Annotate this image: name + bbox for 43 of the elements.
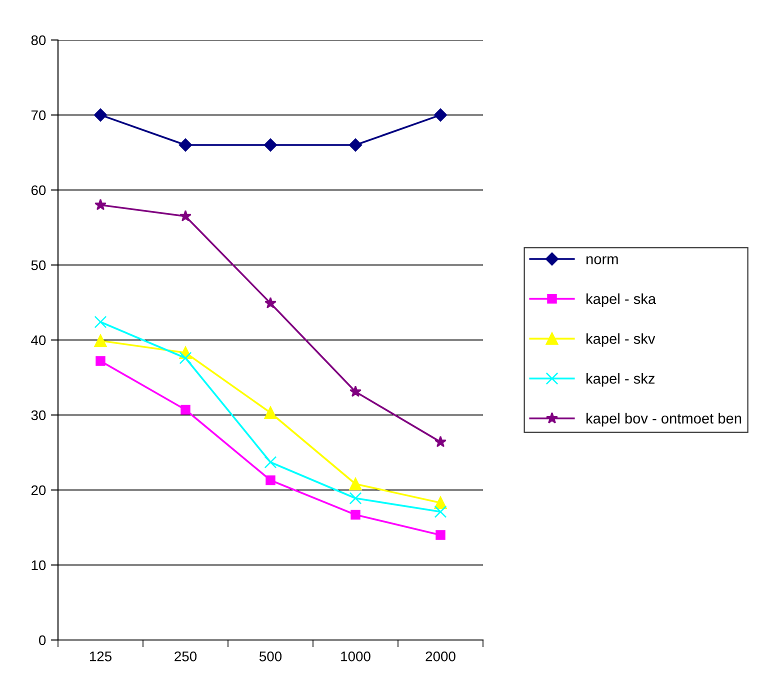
point (94, 316, 107, 328)
point (264, 297, 276, 308)
point (94, 198, 106, 210)
point (96, 356, 106, 366)
y-tick-label: 80 (31, 35, 46, 46)
point (434, 496, 447, 509)
point (264, 406, 277, 419)
point (180, 404, 190, 415)
x-tick-label: 250 (174, 651, 197, 662)
point (179, 352, 192, 364)
point (434, 436, 446, 448)
legend-label: kapel - skv (586, 333, 656, 347)
point (94, 108, 108, 122)
y-tick-label: 50 (31, 260, 46, 270)
point (350, 510, 360, 520)
point (266, 475, 276, 486)
point (264, 138, 278, 152)
y-tick-label: 20 (31, 485, 46, 496)
point (349, 478, 362, 490)
point (436, 530, 446, 540)
legend-label: kapel - ska (586, 293, 656, 307)
y-tick-label: 70 (31, 110, 46, 120)
x-tick-label: 125 (90, 651, 112, 662)
x-tick-label: 500 (259, 651, 282, 662)
legend-label: kapel - skz (586, 373, 655, 387)
legend-label: kapel bov - ontmoet ben (586, 412, 742, 426)
point (349, 492, 362, 504)
y-tick-label: 60 (31, 185, 46, 196)
point (178, 138, 192, 152)
point (94, 334, 107, 347)
x-tick-label: 1000 (341, 651, 370, 662)
point (180, 210, 192, 222)
y-tick-label: 30 (31, 410, 46, 420)
y-tick-label: 10 (32, 560, 46, 570)
point (434, 108, 448, 122)
point (348, 138, 362, 152)
y-tick-label: 40 (31, 335, 46, 346)
point (350, 386, 362, 397)
point (264, 456, 277, 468)
x-tick-label: 2000 (426, 651, 456, 662)
point (434, 506, 447, 518)
y-tick-label: 0 (39, 635, 46, 646)
legend-label: norm (586, 256, 618, 264)
